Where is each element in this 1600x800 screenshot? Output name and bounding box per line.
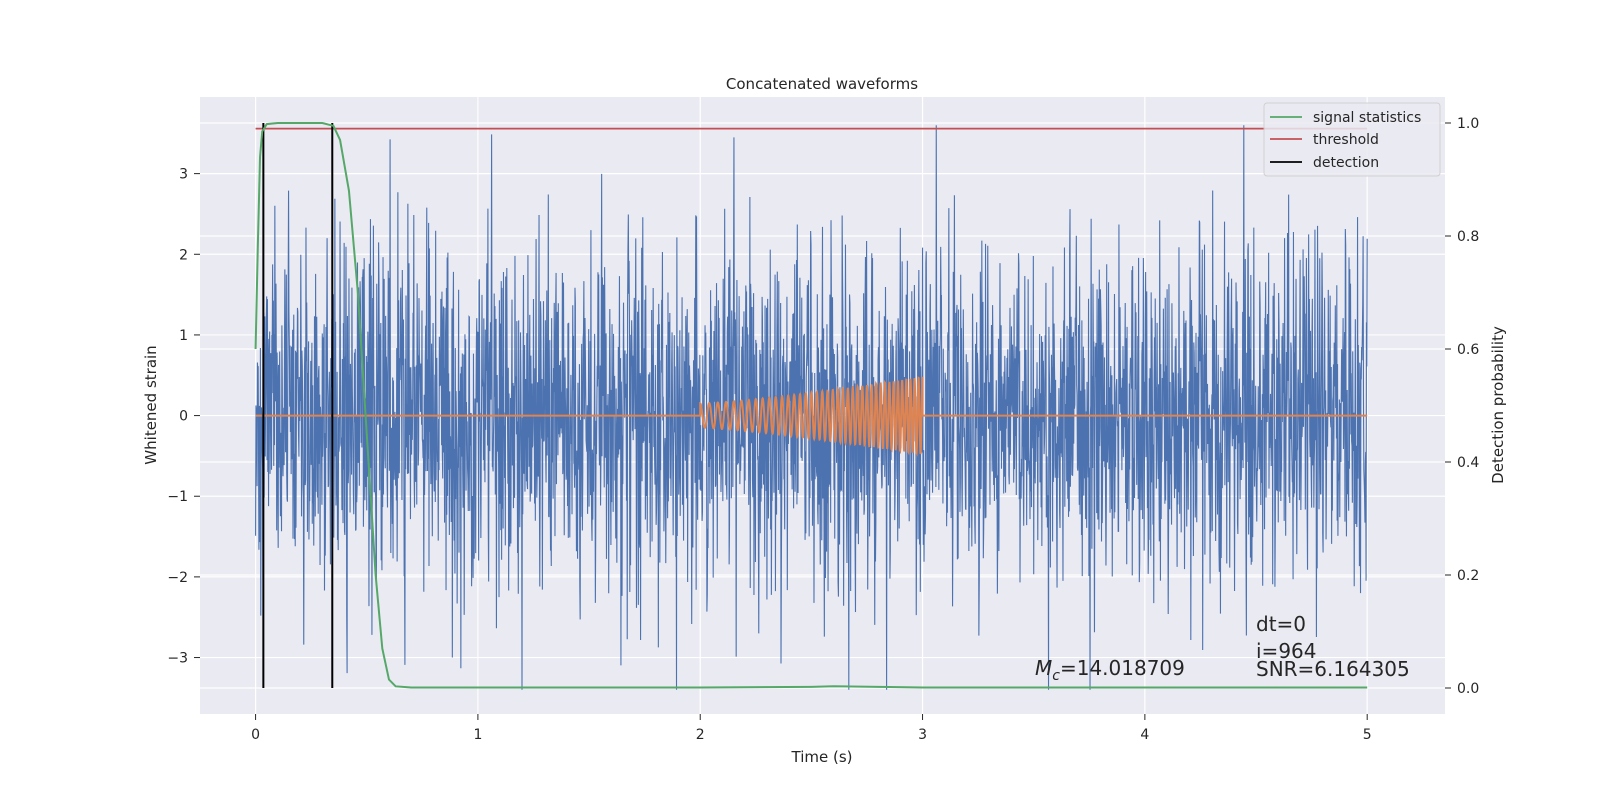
y-left-tick-label: 3 [179,167,188,183]
x-tick-label: 0 [251,727,260,743]
annotation-chirp-mass: Mc=14.018709 [1035,656,1185,684]
right-axis-series [254,121,1368,689]
x-tick-label: 5 [1363,727,1372,743]
chart-title: Concatenated waveforms [726,75,918,93]
y-axis-label-left: Whitened strain [142,345,160,464]
y-left-tick-label: 2 [179,247,188,263]
x-axis-label: Time (s) [791,748,853,766]
y-right-tick-label: 0.4 [1457,455,1479,471]
y-right-tick-label: 1.0 [1457,116,1479,132]
x-tick-label: 3 [918,727,927,743]
legend-label-signal-statistics: signal statistics [1313,110,1421,126]
legend-label-threshold: threshold [1313,132,1379,148]
x-tick-label: 4 [1140,727,1149,743]
legend: signal statistics threshold detection [1263,102,1441,177]
template-waveform-line [255,376,1368,457]
legend-label-detection: detection [1313,155,1379,171]
whitened-strain-line [255,125,1368,690]
y-right-tick-label: 0.0 [1457,681,1479,697]
template-waveform-series [255,376,1368,457]
annotation-dt: dt=0 [1256,612,1306,636]
y-left-tick-label: −1 [167,489,188,505]
y-left-tick-label: 1 [179,328,188,344]
y-axis-label-right: Detection probability [1489,326,1507,484]
signal-statistics-line [254,121,1368,689]
x-tick-label: 2 [696,727,705,743]
annotation-index: i=964 [1256,639,1317,663]
y-right-tick-label: 0.8 [1457,229,1479,245]
legend-box [1263,102,1441,177]
axis-ticks: 0 1 2 3 4 5 −3 −2 −1 0 1 2 3 0.0 0.2 0.4 0.6 0.8 1.0 [167,116,1479,743]
y-left-tick-label: 0 [179,409,188,425]
y-right-tick-label: 0.6 [1457,342,1479,358]
whitened-strain-series [255,125,1368,690]
y-left-tick-label: −2 [167,570,188,586]
x-tick-label: 1 [473,727,482,743]
annotation-snr: SNR=6.164305 [1256,657,1410,681]
y-left-tick-label: −3 [167,651,188,667]
y-right-tick-label: 0.2 [1457,568,1479,584]
